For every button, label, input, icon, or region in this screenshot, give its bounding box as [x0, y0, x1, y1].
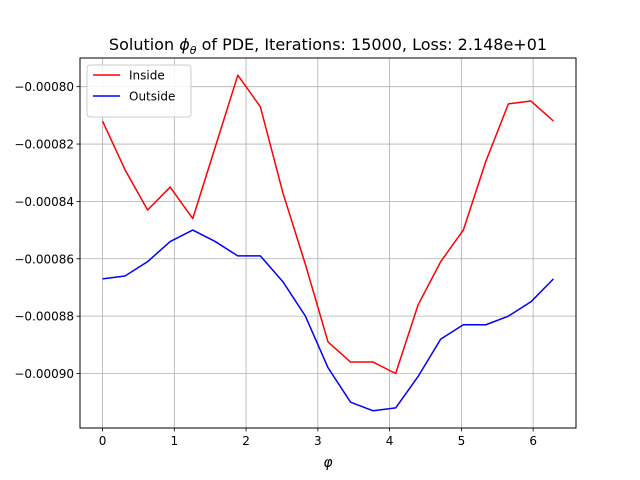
x-tick-label: 3	[314, 434, 322, 448]
x-tick-label: 4	[386, 434, 394, 448]
plot-frame	[79, 57, 577, 429]
legend-box	[86, 64, 192, 118]
title-suffix: of PDE, Iterations: 15000, Loss: 2.148e+…	[196, 35, 547, 54]
x-axis-ticks: 0 1 2 3 4 5 6	[99, 428, 537, 448]
x-tick-label: 5	[458, 434, 466, 448]
chart-title: Solution ϕθ of PDE, Iterations: 15000, L…	[109, 35, 547, 57]
x-axis-label: φ	[323, 455, 333, 471]
title-subscript: θ	[190, 44, 197, 57]
x-tick-label: 1	[170, 434, 178, 448]
series-line-inside	[101, 74, 554, 375]
y-tick-label: −0.00084	[14, 195, 74, 209]
series-lines	[101, 74, 554, 412]
y-tick-label: −0.00082	[14, 138, 74, 152]
grid	[80, 58, 576, 428]
legend-label: Inside	[129, 69, 165, 83]
y-tick-label: −0.00088	[14, 310, 74, 324]
y-tick-label: −0.00086	[14, 252, 74, 266]
legend-label: Outside	[129, 90, 175, 104]
y-tick-label: −0.00080	[14, 80, 74, 94]
x-tick-label: 2	[242, 434, 250, 448]
title-prefix: Solution	[109, 35, 179, 54]
y-axis-ticks: −0.00090 −0.00088 −0.00086 −0.00084 −0.00082…	[14, 80, 80, 381]
x-tick-label: 6	[529, 434, 537, 448]
x-tick-label: 0	[99, 434, 107, 448]
legend: Inside Outside	[86, 64, 192, 118]
title-symbol: ϕ	[179, 35, 190, 54]
series-line-outside	[102, 229, 554, 412]
y-tick-label: −0.00090	[14, 367, 74, 381]
